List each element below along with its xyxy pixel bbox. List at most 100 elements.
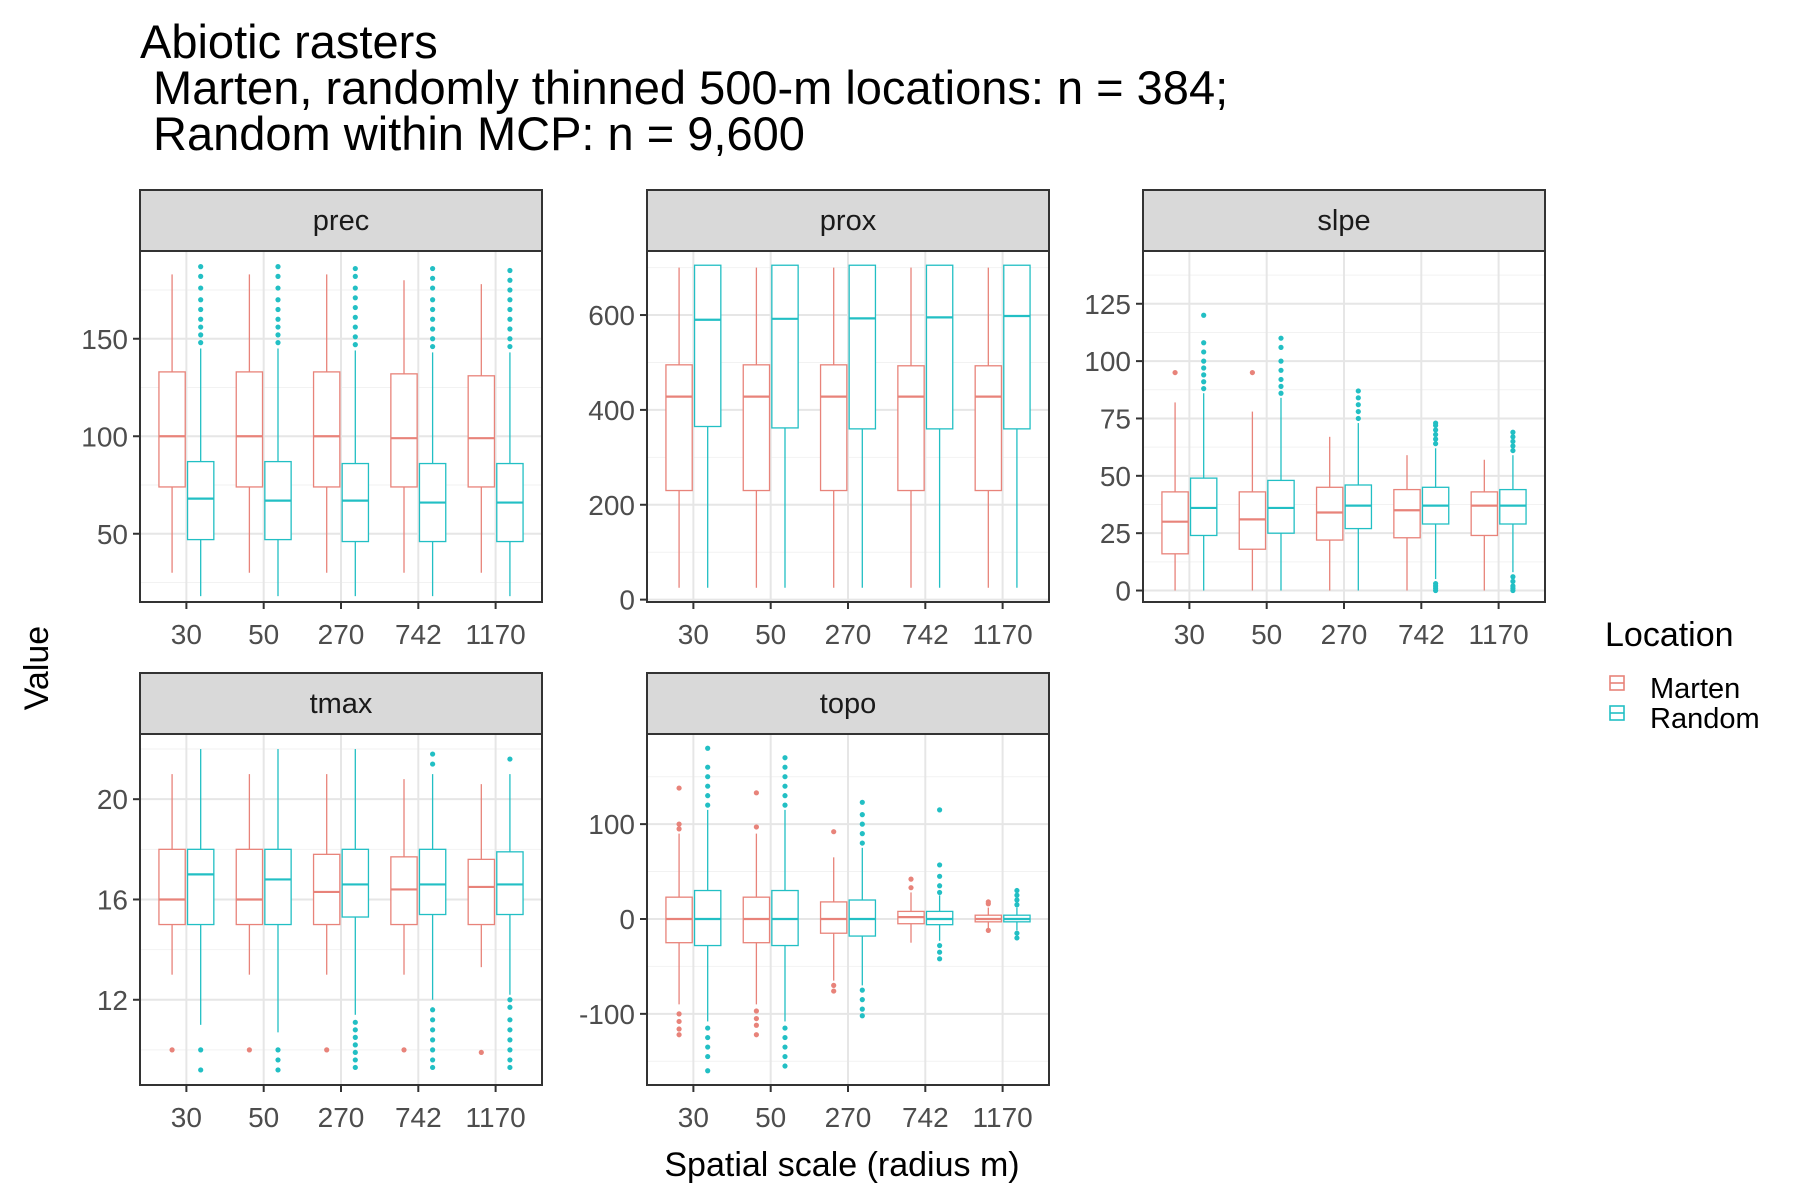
boxplot-marten-30 — [158, 774, 186, 1053]
outlier-point — [275, 285, 281, 291]
boxplot-random-50 — [771, 264, 799, 588]
box-iqr — [819, 901, 848, 934]
outlier-point — [352, 324, 358, 330]
outlier-point — [507, 336, 513, 342]
y-tick-label: 0 — [1115, 576, 1131, 607]
boxplot-random-1170 — [496, 267, 524, 597]
x-tick-label: 270 — [318, 619, 365, 650]
boxplot-random-50 — [264, 749, 292, 1073]
outlier-point — [1014, 887, 1020, 894]
outlier-point — [831, 988, 837, 994]
outlier-point — [937, 873, 943, 879]
outlier-point — [1510, 574, 1516, 580]
box-iqr — [158, 848, 186, 926]
outlier-point — [705, 1068, 711, 1074]
outlier-point — [507, 297, 513, 303]
boxplot-marten-1170 — [974, 899, 1003, 933]
boxplot-random-30 — [693, 745, 722, 1074]
outlier-point — [1201, 379, 1207, 385]
y-tick-label: 50 — [97, 519, 128, 550]
facet-strip-label: prox — [820, 205, 877, 237]
outlier-point — [753, 1015, 759, 1022]
box-iqr — [264, 848, 292, 926]
y-tick-label: 100 — [588, 809, 635, 840]
outlier-point — [937, 883, 943, 889]
box-iqr — [693, 264, 722, 428]
box-iqr — [341, 462, 370, 543]
outlier-point — [859, 821, 865, 827]
outlier-point — [859, 812, 865, 818]
outlier-point — [1278, 367, 1284, 373]
x-tick-label: 742 — [902, 1102, 949, 1133]
outlier-point — [705, 1053, 711, 1060]
facet-strip — [139, 672, 543, 735]
outlier-point — [937, 956, 943, 962]
outlier-point — [705, 1044, 711, 1050]
boxplot-random-742 — [925, 264, 954, 588]
outlier-point — [705, 1034, 711, 1041]
box-iqr — [390, 373, 418, 488]
box-iqr — [925, 264, 954, 430]
outlier-point — [507, 1017, 513, 1023]
legend-title: Location — [1605, 616, 1734, 654]
box-iqr — [897, 365, 925, 492]
outlier-point — [430, 761, 436, 767]
outlier-point — [1014, 892, 1020, 898]
box-iqr — [418, 848, 447, 916]
outlier-point — [352, 1064, 358, 1071]
facet-panel-prec: prec 50 100 150 30 50 270 742 1170 — [81, 189, 543, 650]
outlier-point — [430, 316, 436, 322]
outlier-point — [275, 1057, 281, 1063]
outlier-point — [352, 1057, 358, 1063]
outlier-point — [705, 783, 711, 789]
outlier-point — [352, 265, 358, 272]
box-iqr — [390, 856, 418, 926]
outlier-point — [782, 1025, 788, 1031]
x-tick-label: 270 — [825, 619, 872, 650]
boxplot-random-30 — [1189, 312, 1218, 591]
boxplot-random-1170 — [496, 756, 524, 1071]
boxplot-random-30 — [693, 264, 722, 588]
outlier-point — [782, 1063, 788, 1069]
boxplot-marten-50 — [235, 274, 264, 573]
x-tick-label: 1170 — [973, 1102, 1033, 1133]
outlier-point — [753, 790, 759, 796]
x-tick-label: 50 — [755, 619, 786, 650]
outlier-point — [507, 1064, 513, 1071]
outlier-point — [430, 326, 436, 332]
outlier-point — [352, 285, 358, 291]
outlier-point — [1278, 390, 1284, 396]
legend-item-random: Random — [1609, 703, 1760, 735]
boxplot-random-1170 — [1003, 264, 1031, 588]
facet-strip — [646, 189, 1050, 252]
outlier-point — [1014, 897, 1020, 903]
x-tick-label: 270 — [1321, 619, 1368, 650]
outlier-point — [1201, 340, 1207, 346]
outlier-point — [705, 764, 711, 770]
outlier-point — [198, 1047, 204, 1053]
x-tick-label: 50 — [248, 619, 279, 650]
x-tick-label: 1170 — [466, 619, 526, 650]
outlier-point — [352, 273, 358, 279]
boxplot-random-270 — [1344, 388, 1373, 591]
outlier-point — [1510, 578, 1516, 584]
facet-panel-topo: topo -100 0 100 30 50 270 742 1170 — [579, 672, 1050, 1133]
boxplot-marten-1170 — [1470, 459, 1499, 591]
outlier-point — [198, 316, 204, 322]
outlier-point — [507, 1057, 513, 1063]
outlier-point — [1433, 427, 1439, 433]
outlier-point — [478, 1049, 484, 1056]
outlier-point — [859, 799, 865, 805]
y-tick-label: 0 — [619, 585, 635, 616]
outlier-point — [507, 1037, 513, 1043]
outlier-point — [275, 1047, 281, 1053]
outlier-point — [782, 774, 788, 780]
outlier-point — [1510, 583, 1516, 589]
outlier-point — [430, 275, 436, 281]
facet-strip-label: prec — [313, 205, 369, 237]
y-tick-label: 100 — [1084, 346, 1131, 377]
chart-title-line-3: Random within MCP: n = 9,600 — [140, 107, 805, 160]
boxplot-random-50 — [1267, 335, 1295, 591]
outlier-point — [401, 1047, 407, 1053]
